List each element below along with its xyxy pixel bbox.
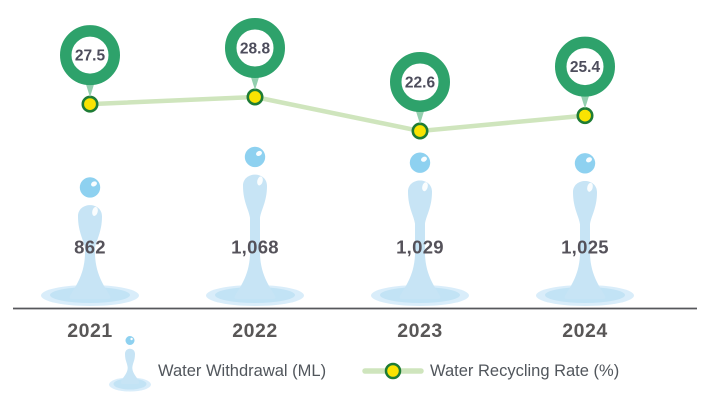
ball-highlight	[586, 157, 592, 163]
water-droplet-icon	[109, 336, 151, 392]
withdrawal-droplet-2023	[371, 152, 469, 306]
chart-canvas: 862 1,068 1,029 1,025 27.5 28.8 22.6 25.4 2021 20…	[13, 18, 697, 342]
droplet-ball	[244, 146, 266, 168]
recycling-rate-line	[87, 94, 588, 134]
withdrawal-value-2024: 1,025	[561, 237, 609, 258]
recycling-rate-value: 27.5	[75, 48, 106, 65]
recycling-rate-marker-icon	[362, 362, 424, 380]
droplet-highlight	[422, 182, 428, 192]
recycling-marker-2023	[411, 122, 429, 140]
x-axis-label-2022: 2022	[232, 320, 277, 342]
withdrawal-droplet-2022	[206, 146, 304, 306]
badge-ring	[60, 25, 120, 86]
x-axis-label-2021: 2021	[67, 320, 112, 342]
withdrawal-value-2023: 1,029	[396, 237, 444, 258]
recycling-badge-2022: 28.8	[225, 18, 285, 90]
x-axis-label-2024: 2024	[562, 320, 607, 342]
recycling-badge-2023: 22.6	[390, 52, 450, 124]
recycling-badge-2021: 27.5	[60, 25, 120, 98]
legend-label-recycling-rate: Water Recycling Rate (%)	[430, 362, 620, 380]
recycling-marker-2021	[81, 95, 99, 113]
droplet-column	[234, 174, 276, 299]
droplet-column	[564, 181, 606, 299]
recycling-marker-2022	[246, 88, 264, 106]
droplet-ball	[409, 152, 431, 173]
recycling-rate-value: 28.8	[240, 41, 271, 58]
droplet-highlight	[257, 176, 263, 186]
badge-ring	[225, 18, 285, 78]
badge-ring	[555, 36, 615, 97]
legend-label-water-withdrawal: Water Withdrawal (ML)	[158, 362, 327, 380]
droplet-ball	[574, 153, 596, 174]
ball-highlight	[256, 150, 262, 157]
droplet-highlight	[92, 206, 98, 216]
badge-ring	[390, 52, 450, 112]
withdrawal-value-2021: 862	[74, 237, 106, 258]
x-axis-label-2023: 2023	[397, 320, 442, 342]
droplet-column	[69, 205, 111, 299]
ball-highlight	[421, 156, 427, 162]
ball-highlight	[91, 181, 97, 187]
recycling-marker-2024	[576, 107, 594, 125]
withdrawal-droplet-2021	[41, 177, 139, 306]
withdrawal-value-2022: 1,068	[231, 237, 279, 258]
recycling-rate-value: 25.4	[570, 59, 601, 76]
droplet-ball	[79, 177, 101, 198]
recycling-badge-2024: 25.4	[555, 36, 615, 109]
droplet-highlight	[587, 182, 593, 192]
droplet-column	[399, 180, 441, 299]
recycling-rate-value: 22.6	[405, 75, 436, 92]
withdrawal-droplet-2024	[536, 153, 634, 306]
